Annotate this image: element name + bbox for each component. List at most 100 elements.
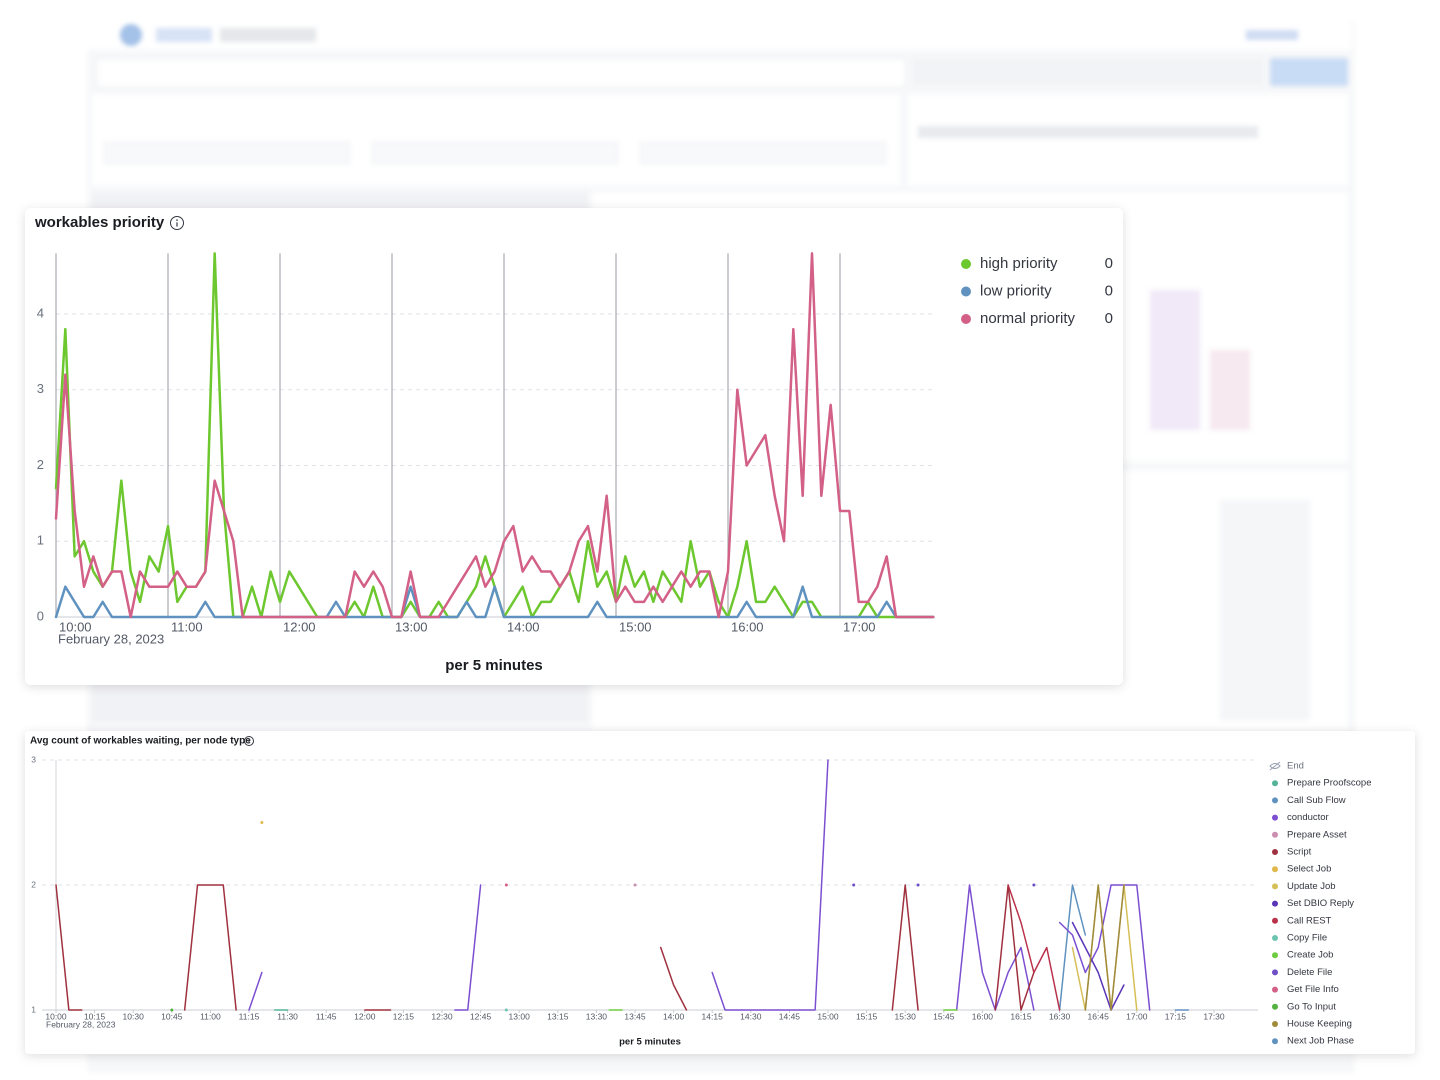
- x-tick-label: 15:15: [856, 1011, 878, 1021]
- series-point: [260, 821, 264, 824]
- x-axis-label: per 5 minutes: [445, 657, 543, 674]
- x-tick-label: 10:45: [161, 1011, 183, 1021]
- legend-label: House Keeping: [1287, 1019, 1352, 1030]
- x-tick-label: 17:15: [1165, 1011, 1187, 1021]
- legend-label: Script: [1287, 847, 1312, 858]
- x-tick-label: 13:15: [547, 1011, 569, 1021]
- y-tick-label: 1: [31, 1004, 36, 1014]
- x-tick-label: 15:00: [619, 619, 652, 634]
- x-tick-label: 12:30: [431, 1011, 453, 1021]
- legend-marker: [1272, 986, 1278, 993]
- x-tick-label: 10:15: [84, 1011, 106, 1021]
- x-tick-label: 14:00: [507, 619, 540, 634]
- x-tick-label: 13:00: [395, 619, 428, 634]
- y-tick-label: 0: [37, 608, 44, 623]
- legend-marker: [1272, 780, 1278, 787]
- legend-label: Get File Info: [1287, 984, 1339, 995]
- card: [25, 208, 1123, 685]
- legend-label: Select Job: [1287, 864, 1331, 875]
- legend-label: Update Job: [1287, 881, 1336, 892]
- x-tick-label: 16:15: [1010, 1011, 1032, 1021]
- x-tick-label: 16:45: [1088, 1011, 1110, 1021]
- x-tick-label: 11:30: [277, 1011, 298, 1021]
- legend-marker: [961, 259, 971, 269]
- x-tick-label: 17:00: [843, 619, 876, 634]
- x-tick-label: 12:45: [470, 1011, 492, 1021]
- y-tick-label: 3: [37, 381, 44, 396]
- legend-value: 0: [1105, 282, 1113, 299]
- legend-label: End: [1287, 761, 1304, 772]
- series-line: [54, 252, 935, 619]
- series-point: [504, 883, 508, 887]
- x-tick-label: 10:00: [45, 1011, 67, 1021]
- x-tick-label: 11:45: [316, 1011, 337, 1021]
- chart-title: workables priority: [34, 214, 165, 231]
- series-point: [170, 1008, 174, 1012]
- legend-marker: [1272, 935, 1278, 941]
- x-tick-label: 14:30: [740, 1011, 762, 1021]
- chart-title: Avg count of workables waiting, per node…: [30, 736, 251, 747]
- x-tick-label: 12:00: [283, 619, 316, 634]
- series-point: [916, 883, 920, 887]
- x-tick-label: 10:30: [123, 1011, 145, 1021]
- legend-label: Prepare Asset: [1287, 829, 1347, 840]
- legend-value: 0: [1105, 310, 1113, 327]
- legend-value: 0: [1105, 255, 1113, 272]
- info-icon: [170, 216, 184, 230]
- x-tick-label: 13:30: [586, 1011, 608, 1021]
- legend-label: low priority: [980, 282, 1052, 299]
- x-tick-label: 12:00: [354, 1011, 376, 1021]
- info-icon: [244, 736, 254, 746]
- legend-marker: [1272, 1038, 1278, 1045]
- legend-hidden-icon: [1269, 761, 1281, 771]
- legend-marker: [1272, 900, 1278, 907]
- legend-marker: [1272, 849, 1278, 855]
- legend-label: Prepare Proofscope: [1287, 778, 1372, 789]
- x-tick-label: 11:00: [171, 619, 203, 634]
- legend-label: Copy File: [1287, 933, 1327, 944]
- info-icon: [176, 219, 178, 221]
- x-date-label: February 28, 2023: [58, 631, 164, 646]
- series-line: [891, 884, 919, 1011]
- series-point: [633, 883, 637, 887]
- legend-marker: [1272, 797, 1278, 804]
- series-point: [1032, 883, 1036, 887]
- legend-marker: [1272, 952, 1278, 959]
- card: [25, 731, 1415, 1054]
- series-line: [1058, 884, 1151, 1011]
- legend-marker: [1272, 1003, 1278, 1010]
- x-axis-label: per 5 minutes: [619, 1037, 681, 1048]
- series-line: [1084, 884, 1125, 1011]
- x-tick-label: 17:00: [1126, 1011, 1148, 1021]
- y-tick-label: 2: [31, 879, 36, 889]
- series-line: [183, 884, 237, 1011]
- series-line: [248, 971, 263, 1011]
- legend-marker: [1272, 831, 1278, 838]
- y-tick-label: 4: [37, 305, 44, 320]
- x-tick-label: 16:30: [1049, 1011, 1071, 1021]
- legend-label: Next Job Phase: [1287, 1036, 1354, 1047]
- series-point: [852, 883, 856, 887]
- x-tick-label: 14:15: [702, 1011, 724, 1021]
- legend-marker: [1272, 917, 1278, 924]
- series-line: [55, 884, 83, 1011]
- x-tick-label: 13:00: [509, 1011, 531, 1021]
- x-tick-label: 10:00: [59, 619, 92, 634]
- y-tick-label: 2: [37, 457, 44, 472]
- x-tick-label: 14:00: [663, 1011, 685, 1021]
- legend-marker: [1272, 814, 1278, 821]
- legend-marker: [961, 286, 971, 297]
- x-tick-label: 17:30: [1203, 1011, 1225, 1021]
- legend-label: Delete File: [1287, 967, 1332, 978]
- legend-label: high priority: [980, 255, 1058, 272]
- series-line: [659, 946, 688, 1011]
- legend-label: Go To Input: [1287, 1001, 1336, 1012]
- x-tick-label: 15:45: [933, 1011, 955, 1021]
- series-point: [504, 1008, 508, 1012]
- info-icon: [248, 738, 250, 740]
- x-date-label: February 28, 2023: [46, 1019, 116, 1029]
- legend-label: Call Sub Flow: [1287, 795, 1346, 806]
- series-line: [711, 759, 829, 1011]
- legend-label: normal priority: [980, 310, 1076, 327]
